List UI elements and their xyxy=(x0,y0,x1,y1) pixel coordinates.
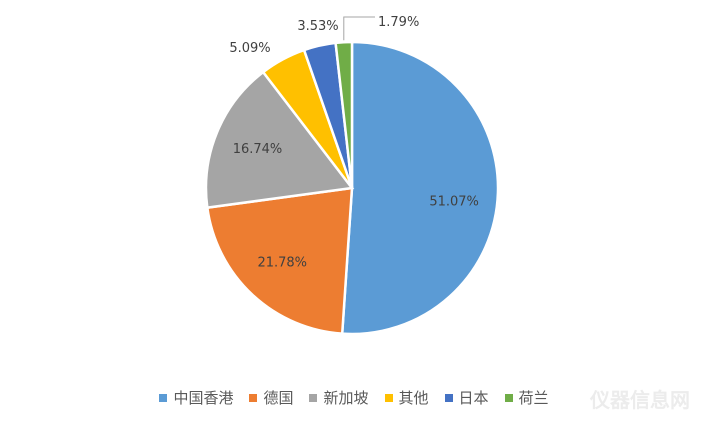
data-label: 16.74% xyxy=(233,142,283,157)
pie-slice xyxy=(340,40,500,336)
pie-slice xyxy=(204,70,355,210)
legend-label: 中国香港 xyxy=(173,389,234,407)
data-label: 1.79% xyxy=(378,15,419,30)
legend-item: 中国香港 xyxy=(159,387,233,408)
legend-label: 德国 xyxy=(263,389,294,407)
legend-item: 其他 xyxy=(384,387,429,408)
watermark: 仪器信息网 xyxy=(590,388,690,412)
legend-swatch xyxy=(444,393,453,402)
legend-item: 日本 xyxy=(444,387,489,408)
legend-swatch xyxy=(384,393,393,402)
legend-swatch xyxy=(309,393,318,402)
legend-swatch xyxy=(504,393,513,402)
pie-slice xyxy=(334,40,354,189)
legend-swatch xyxy=(249,393,258,402)
legend-label: 日本 xyxy=(458,389,489,407)
data-label: 21.78% xyxy=(257,256,307,271)
legend-item: 德国 xyxy=(249,387,293,408)
legend-label: 其他 xyxy=(398,389,429,407)
legend-swatch xyxy=(159,393,168,402)
legend-label: 荷兰 xyxy=(518,389,549,407)
data-label: 51.07% xyxy=(429,194,479,209)
pie-slice xyxy=(205,186,354,336)
data-label: 5.09% xyxy=(229,41,270,56)
legend-label: 新加坡 xyxy=(323,389,369,407)
legend-item: 荷兰 xyxy=(504,387,549,408)
data-label: 3.53% xyxy=(297,19,338,34)
leader-line xyxy=(343,16,375,41)
legend: 中国香港 德国 新加坡 其他 日本 荷兰 xyxy=(0,387,708,408)
legend-item: 新加坡 xyxy=(309,387,369,408)
